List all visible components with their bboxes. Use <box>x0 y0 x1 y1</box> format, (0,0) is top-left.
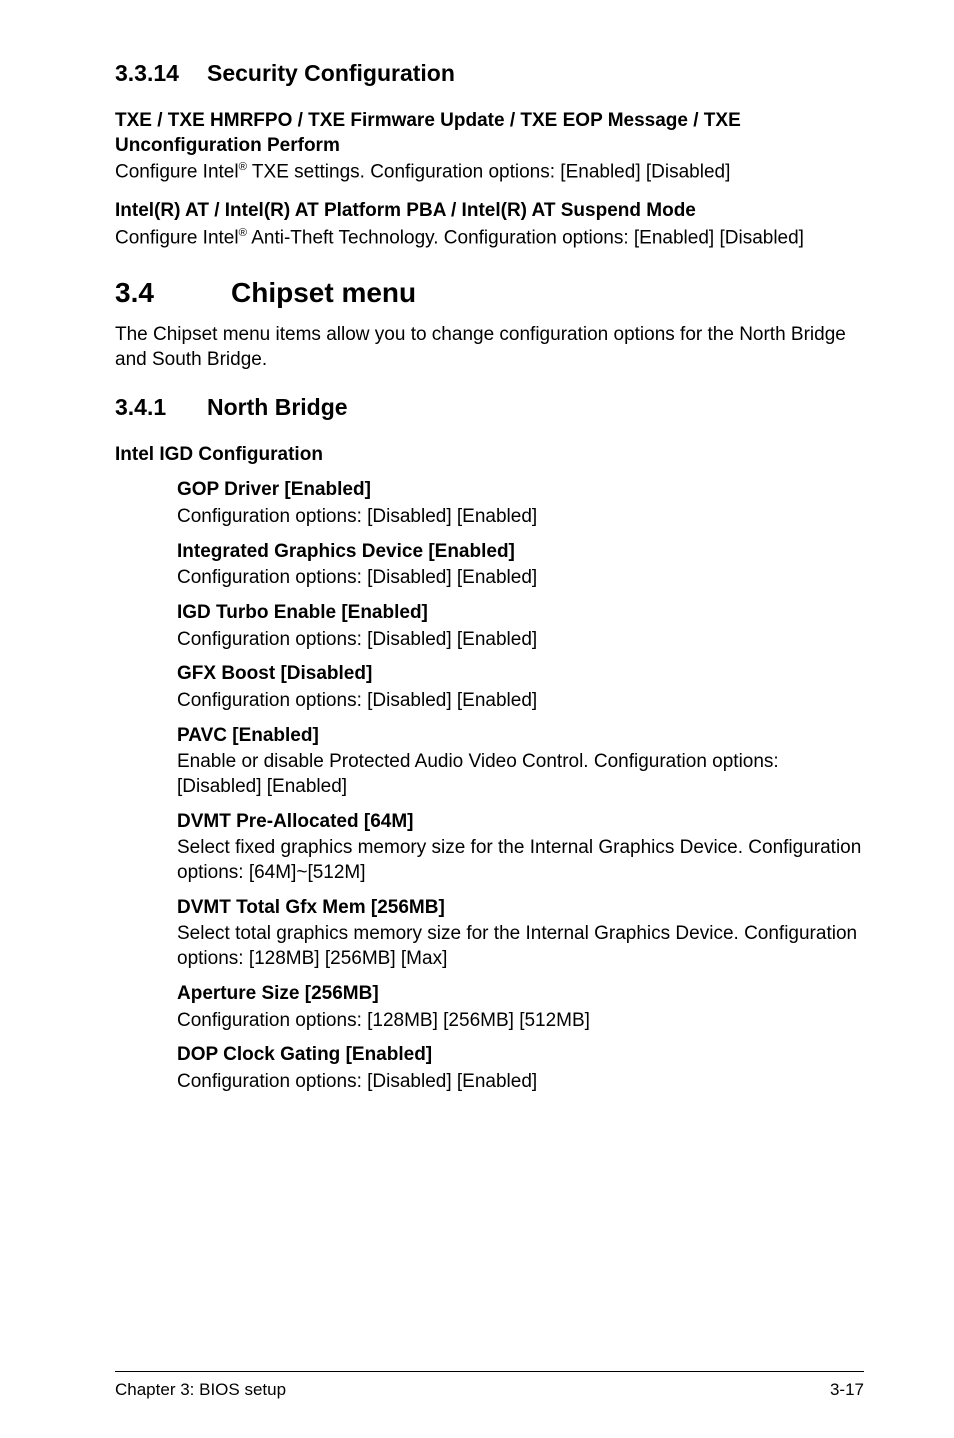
pavc-heading: PAVC [Enabled] <box>177 724 864 749</box>
dvmt-pre-text: Select fixed graphics memory size for th… <box>177 836 864 885</box>
txe-paragraph: Configure Intel® TXE settings. Configura… <box>115 160 864 185</box>
txe-text-pre: Configure Intel <box>115 162 239 183</box>
dvmt-pre-heading: DVMT Pre-Allocated [64M] <box>177 810 864 835</box>
gfx-boost-text: Configuration options: [Disabled] [Enabl… <box>177 689 864 714</box>
heading-number: 3.4.1 <box>115 394 207 421</box>
at-text-post: Anti-Theft Technology. Configuration opt… <box>247 227 804 248</box>
heading-number: 3.3.14 <box>115 60 207 87</box>
txe-heading: TXE / TXE HMRFPO / TXE Firmware Update /… <box>115 109 864 158</box>
igd-turbo-text: Configuration options: [Disabled] [Enabl… <box>177 628 864 653</box>
heading-number: 3.4 <box>115 277 231 309</box>
footer-left: Chapter 3: BIOS setup <box>115 1380 286 1400</box>
at-text-pre: Configure Intel <box>115 227 239 248</box>
gfx-boost-heading: GFX Boost [Disabled] <box>177 662 864 687</box>
gop-text: Configuration options: [Disabled] [Enabl… <box>177 505 864 530</box>
chipset-intro: The Chipset menu items allow you to chan… <box>115 323 864 372</box>
igd-config-heading: Intel IGD Configuration <box>115 443 864 468</box>
heading-title: Chipset menu <box>231 277 416 309</box>
integrated-graphics-heading: Integrated Graphics Device [Enabled] <box>177 540 864 565</box>
footer-right: 3-17 <box>830 1380 864 1400</box>
page-footer: Chapter 3: BIOS setup 3-17 <box>115 1371 864 1400</box>
heading-title: Security Configuration <box>207 60 455 87</box>
heading-title: North Bridge <box>207 394 348 421</box>
at-paragraph: Configure Intel® Anti-Theft Technology. … <box>115 226 864 251</box>
igd-config-items: GOP Driver [Enabled] Configuration optio… <box>177 478 864 1094</box>
heading-3-3-14: 3.3.14 Security Configuration <box>115 60 864 87</box>
igd-turbo-heading: IGD Turbo Enable [Enabled] <box>177 601 864 626</box>
dop-heading: DOP Clock Gating [Enabled] <box>177 1043 864 1068</box>
dvmt-total-text: Select total graphics memory size for th… <box>177 922 864 971</box>
dvmt-total-heading: DVMT Total Gfx Mem [256MB] <box>177 896 864 921</box>
reg-symbol: ® <box>239 161 247 173</box>
at-heading: Intel(R) AT / Intel(R) AT Platform PBA /… <box>115 199 864 224</box>
aperture-heading: Aperture Size [256MB] <box>177 982 864 1007</box>
integrated-graphics-text: Configuration options: [Disabled] [Enabl… <box>177 566 864 591</box>
heading-3-4: 3.4 Chipset menu <box>115 277 864 309</box>
pavc-text: Enable or disable Protected Audio Video … <box>177 750 864 799</box>
dop-text: Configuration options: [Disabled] [Enabl… <box>177 1070 864 1095</box>
aperture-text: Configuration options: [128MB] [256MB] [… <box>177 1009 864 1034</box>
heading-3-4-1: 3.4.1 North Bridge <box>115 394 864 421</box>
gop-heading: GOP Driver [Enabled] <box>177 478 864 503</box>
reg-symbol: ® <box>239 227 247 239</box>
txe-text-post: TXE settings. Configuration options: [En… <box>247 162 730 183</box>
